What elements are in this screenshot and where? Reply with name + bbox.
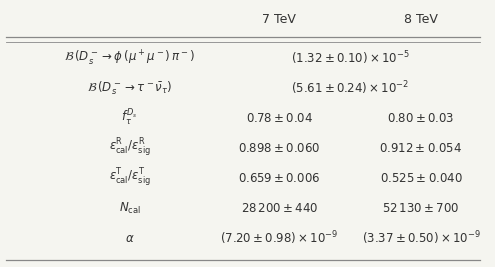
Text: $\alpha$: $\alpha$	[125, 232, 134, 245]
Text: $0.525 \pm 0.040$: $0.525 \pm 0.040$	[380, 172, 462, 185]
Text: $0.659 \pm 0.006$: $0.659 \pm 0.006$	[238, 172, 321, 185]
Text: $(3.37 \pm 0.50) \times 10^{-9}$: $(3.37 \pm 0.50) \times 10^{-9}$	[361, 230, 481, 248]
Text: $(5.61 \pm 0.24) \times 10^{-2}$: $(5.61 \pm 0.24) \times 10^{-2}$	[291, 79, 409, 97]
Text: $f_\tau^{D_s}$: $f_\tau^{D_s}$	[121, 108, 138, 128]
Text: $(1.32 \pm 0.10) \times 10^{-5}$: $(1.32 \pm 0.10) \times 10^{-5}$	[291, 49, 409, 67]
Text: $\epsilon_{\mathrm{cal}}^{\mathrm{R}}/\epsilon_{\mathrm{sig}}^{\mathrm{R}}$: $\epsilon_{\mathrm{cal}}^{\mathrm{R}}/\e…	[108, 137, 150, 159]
Text: $0.898 \pm 0.060$: $0.898 \pm 0.060$	[238, 142, 321, 155]
Text: $0.80 \pm 0.03$: $0.80 \pm 0.03$	[387, 112, 455, 125]
Text: $N_{\mathrm{cal}}$: $N_{\mathrm{cal}}$	[118, 201, 141, 216]
Text: 8 TeV: 8 TeV	[404, 13, 438, 26]
Text: $0.912 \pm 0.054$: $0.912 \pm 0.054$	[380, 142, 462, 155]
Text: $\mathcal{B}\,(D_s^- \to \phi\,(\mu^+\mu^-)\,\pi^-)$: $\mathcal{B}\,(D_s^- \to \phi\,(\mu^+\mu…	[64, 49, 195, 67]
Text: $\epsilon_{\mathrm{cal}}^{\mathrm{T}}/\epsilon_{\mathrm{sig}}^{\mathrm{T}}$: $\epsilon_{\mathrm{cal}}^{\mathrm{T}}/\e…	[108, 167, 150, 190]
Text: $28\,200 \pm 440$: $28\,200 \pm 440$	[241, 202, 318, 215]
Text: $52\,130 \pm 700$: $52\,130 \pm 700$	[382, 202, 460, 215]
Text: 7 TeV: 7 TeV	[262, 13, 297, 26]
Text: $(7.20 \pm 0.98) \times 10^{-9}$: $(7.20 \pm 0.98) \times 10^{-9}$	[220, 230, 339, 248]
Text: $0.78 \pm 0.04$: $0.78 \pm 0.04$	[246, 112, 313, 125]
Text: $\mathcal{B}\,(D_s^- \to \tau^-\bar{\nu}_\tau)$: $\mathcal{B}\,(D_s^- \to \tau^-\bar{\nu}…	[87, 79, 172, 97]
